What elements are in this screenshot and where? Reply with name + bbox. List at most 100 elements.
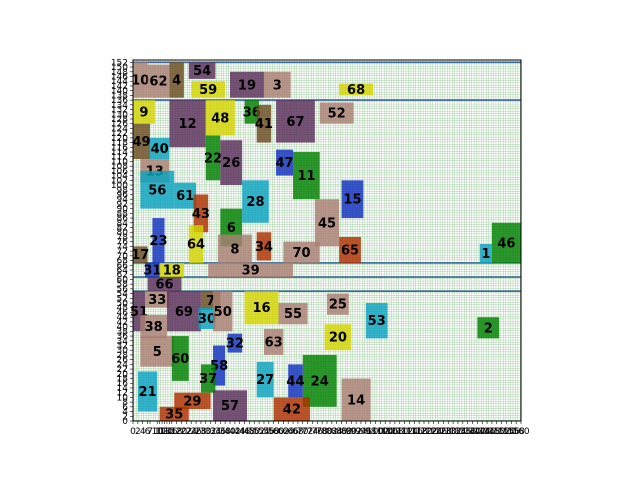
block-8: 8 [217, 234, 252, 263]
x-tick-label: 84 [331, 427, 343, 437]
x-tick-label: 13 [159, 427, 170, 437]
block-label: 40 [151, 142, 169, 157]
block-label: 10 [131, 74, 149, 89]
block-rect [145, 291, 170, 308]
y-tick-label: 30 [117, 346, 129, 356]
block-label: 43 [192, 207, 210, 222]
x-tick-label: 100 [367, 427, 384, 437]
block-67: 67 [276, 100, 315, 143]
y-tick-label: 38 [117, 327, 129, 337]
x-tick-label: 48 [244, 427, 256, 437]
block-29: 29 [174, 392, 211, 409]
block-70: 70 [283, 241, 320, 263]
block-label: 67 [286, 115, 304, 130]
x-tick-label: 24 [185, 427, 197, 437]
block-rect [244, 291, 279, 325]
y-tick-label: 130 [111, 110, 128, 120]
block-30: 30 [198, 307, 216, 329]
block-14: 14 [341, 378, 371, 421]
block-rect [256, 362, 274, 398]
block-46: 46 [491, 222, 521, 263]
block-label: 62 [149, 75, 167, 90]
y-tick-label: 84 [117, 219, 129, 229]
block-rect [339, 236, 361, 263]
block-32: 32 [226, 333, 244, 353]
block-25: 25 [327, 293, 349, 315]
block-rect [140, 314, 167, 339]
block-rect [133, 246, 148, 263]
y-tick-label: 14 [117, 384, 129, 394]
block-31: 31 [143, 262, 161, 278]
y-tick-label: 150 [111, 63, 128, 73]
block-18: 18 [159, 262, 184, 278]
block-label: 2 [484, 321, 493, 336]
block-label: 32 [226, 337, 244, 352]
x-tick-label: 156 [503, 427, 520, 437]
block-59: 59 [191, 81, 226, 98]
x-tick-label: 54 [258, 427, 270, 437]
block-16: 16 [244, 291, 279, 325]
block-label: 57 [221, 399, 239, 414]
block-label: 53 [368, 314, 386, 329]
y-tick-label: 64 [117, 266, 129, 276]
block-rect [140, 170, 175, 209]
y-tick-label: 52 [117, 294, 128, 304]
y-axis-ticks: 0246810121416182022242628303234363840424… [111, 58, 133, 427]
block-label: 12 [179, 117, 197, 132]
y-tick-label: 32 [117, 341, 128, 351]
x-tick-label: 14 [161, 427, 173, 437]
y-tick-label: 60 [117, 275, 129, 285]
block-label: 46 [497, 236, 515, 251]
block-label: 61 [176, 189, 194, 204]
x-tick-label: 11 [154, 427, 165, 437]
block-rect [152, 218, 165, 263]
block-label: 33 [148, 293, 166, 308]
block-10: 10 [131, 62, 149, 98]
y-tick-label: 16 [117, 379, 129, 389]
block-36: 36 [243, 100, 261, 124]
y-tick-label: 58 [117, 280, 129, 290]
x-tick-label: 130 [440, 427, 457, 437]
y-tick-label: 140 [111, 87, 128, 97]
block-20: 20 [324, 324, 352, 351]
block-rect [479, 244, 492, 263]
y-tick-label: 102 [111, 176, 128, 186]
x-axis-ticks: 0 2 4 6710111213141516182022242628303234363… [130, 421, 530, 437]
x-tick-label: 146 [478, 427, 495, 437]
y-tick-label: 10 [117, 393, 129, 403]
block-label: 36 [243, 105, 261, 120]
x-tick-label: 30 [200, 427, 212, 437]
x-tick-label: 98 [365, 427, 377, 437]
y-tick-label: 78 [117, 233, 129, 243]
x-tick-label: 158 [508, 427, 525, 437]
x-tick-label: 70 [297, 427, 309, 437]
y-tick-label: 66 [117, 261, 129, 271]
block-69: 69 [166, 291, 201, 332]
x-tick-label: 160 [512, 427, 529, 437]
block-label: 17 [131, 248, 149, 263]
blocks-layer: 1062454591936891248364167524940222647131… [130, 62, 521, 422]
y-tick-label: 0 [122, 417, 128, 427]
y-tick-label: 44 [117, 313, 129, 323]
block-rect [174, 182, 197, 209]
x-tick-label: 104 [377, 427, 394, 437]
block-label: 35 [165, 407, 183, 422]
block-rect [341, 378, 371, 421]
block-rect [242, 180, 269, 223]
block-56: 56 [140, 170, 175, 209]
block-39: 39 [208, 262, 294, 278]
y-tick-label: 24 [117, 360, 129, 370]
block-47: 47 [276, 149, 294, 176]
block-label: 23 [149, 234, 167, 249]
y-tick-label: 50 [117, 299, 129, 309]
y-tick-label: 98 [117, 186, 129, 196]
y-tick-label: 104 [111, 172, 128, 182]
block-label: 25 [329, 298, 347, 313]
y-tick-label: 152 [111, 58, 128, 68]
y-tick-label: 34 [117, 337, 129, 347]
block-1: 1 [479, 244, 492, 263]
block-rect [213, 291, 233, 332]
block-37: 37 [199, 364, 217, 393]
block-label: 68 [347, 83, 365, 98]
y-tick-label: 46 [117, 308, 129, 318]
